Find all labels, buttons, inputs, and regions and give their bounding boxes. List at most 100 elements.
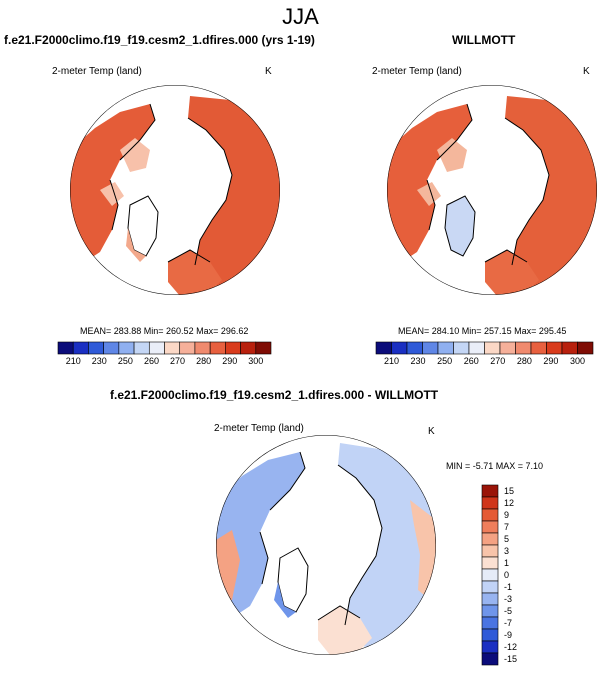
diff-colorbar-swatch bbox=[481, 604, 499, 618]
left-colorbar-swatch bbox=[179, 341, 196, 355]
diff-colorbar-swatch bbox=[481, 640, 499, 654]
diff-colorbar-tick-label: 12 bbox=[504, 498, 514, 508]
diff-colorbar-swatch bbox=[481, 508, 499, 522]
left-colorbar-swatch bbox=[133, 341, 150, 355]
right-colorbar-swatch bbox=[484, 341, 501, 355]
diff-colorbar-tick-label: -7 bbox=[504, 618, 512, 628]
diff-colorbar-tick-label: 1 bbox=[504, 558, 509, 568]
diff-colorbar-swatch bbox=[481, 556, 499, 570]
left-colorbar-tick-label: 210 bbox=[66, 356, 81, 366]
right-colorbar-swatch bbox=[499, 341, 516, 355]
diff-colorbar-swatch bbox=[481, 580, 499, 594]
left-colorbar-swatch bbox=[148, 341, 165, 355]
right-panel-header: WILLMOTT bbox=[452, 33, 516, 47]
right-colorbar: 210 230 250 260 270 280 290 300 bbox=[375, 341, 594, 366]
left-map-eurasia bbox=[188, 96, 280, 290]
right-colorbar-swatch bbox=[453, 341, 470, 355]
diff-colorbar-tick-label: -1 bbox=[504, 582, 512, 592]
right-panel-units: K bbox=[583, 66, 590, 77]
diff-map-europe bbox=[318, 606, 372, 655]
left-panel-units: K bbox=[265, 66, 272, 77]
diff-colorbar-tick-label: 0 bbox=[504, 570, 509, 580]
left-colorbar-tick-label: 290 bbox=[222, 356, 237, 366]
left-panel-header: f.e21.F2000climo.f19_f19.cesm2_1.dfires.… bbox=[4, 33, 315, 47]
diff-colorbar-swatch bbox=[481, 592, 499, 606]
right-colorbar-swatch bbox=[546, 341, 563, 355]
right-colorbar-tick-label: 300 bbox=[570, 356, 585, 366]
left-map-greenland-margin bbox=[126, 228, 146, 262]
right-colorbar-swatch bbox=[468, 341, 485, 355]
diff-panel-stats: MIN = -5.71 MAX = 7.10 bbox=[446, 461, 544, 471]
diff-colorbar-tick-label: 3 bbox=[504, 546, 509, 556]
diff-colorbar-tick-label: -5 bbox=[504, 606, 512, 616]
right-colorbar-tick-label: 250 bbox=[437, 356, 452, 366]
left-colorbar-tick-label: 260 bbox=[144, 356, 159, 366]
diff-map bbox=[216, 435, 436, 655]
right-panel-subtitle: 2-meter Temp (land) bbox=[372, 66, 462, 77]
right-colorbar-tick-label: 270 bbox=[490, 356, 505, 366]
right-colorbar-swatch bbox=[391, 341, 408, 355]
diff-colorbar-tick-label: -15 bbox=[504, 654, 517, 664]
right-colorbar-swatch bbox=[422, 341, 439, 355]
right-colorbar-tick-label: 280 bbox=[517, 356, 532, 366]
diff-colorbar-tick-label: 9 bbox=[504, 510, 509, 520]
diff-colorbar-tick-label: 5 bbox=[504, 534, 509, 544]
diff-map-coast bbox=[259, 451, 383, 626]
diff-map-greenland-margin bbox=[274, 582, 296, 618]
right-colorbar-swatch bbox=[375, 341, 392, 355]
diff-map-eurasia-warm bbox=[410, 500, 436, 600]
left-colorbar: 210 230 250 260 270 280 290 300 bbox=[57, 341, 272, 366]
right-map bbox=[387, 85, 597, 295]
left-colorbar-swatch bbox=[164, 341, 181, 355]
right-colorbar-tick-label: 230 bbox=[411, 356, 426, 366]
right-colorbar-swatch bbox=[437, 341, 454, 355]
left-colorbar-swatch bbox=[255, 341, 272, 355]
left-colorbar-tick-label: 300 bbox=[248, 356, 263, 366]
left-colorbar-tick-label: 280 bbox=[196, 356, 211, 366]
left-panel-subtitle: 2-meter Temp (land) bbox=[52, 66, 142, 77]
left-colorbar-swatch bbox=[225, 341, 241, 355]
diff-colorbar-tick-label: -12 bbox=[504, 642, 517, 652]
page-title: JJA bbox=[282, 4, 319, 29]
left-colorbar-swatch bbox=[57, 341, 74, 355]
diff-colorbar-tick-label: 15 bbox=[504, 486, 514, 496]
right-colorbar-swatch bbox=[406, 341, 423, 355]
diff-panel-subtitle: 2-meter Temp (land) bbox=[214, 423, 304, 434]
left-map-coast bbox=[109, 103, 233, 266]
right-colorbar-swatch bbox=[561, 341, 578, 355]
right-colorbar-tick-label: 210 bbox=[384, 356, 399, 366]
diff-colorbar-tick-label: -3 bbox=[504, 594, 512, 604]
diff-map-eurasia bbox=[338, 443, 436, 652]
left-colorbar-swatch bbox=[88, 341, 104, 355]
diff-panel-units: K bbox=[428, 426, 435, 437]
left-colorbar-swatch bbox=[194, 341, 211, 355]
right-colorbar-swatch bbox=[530, 341, 547, 355]
diff-colorbar: 15 12 9 7 5 3 1 0 -1 -3 -5 -7 -9 -12 -15 bbox=[481, 484, 517, 666]
diff-colorbar-swatch bbox=[481, 544, 499, 558]
diff-colorbar-tick-label: 7 bbox=[504, 522, 509, 532]
right-colorbar-swatch bbox=[515, 341, 532, 355]
diff-colorbar-tick-label: -9 bbox=[504, 630, 512, 640]
left-colorbar-swatch bbox=[240, 341, 257, 355]
diff-colorbar-swatch bbox=[481, 496, 499, 510]
left-colorbar-swatch bbox=[118, 341, 135, 355]
right-colorbar-swatch bbox=[577, 341, 594, 355]
diff-colorbar-swatch bbox=[481, 652, 499, 666]
left-colorbar-tick-label: 270 bbox=[170, 356, 185, 366]
left-colorbar-swatch bbox=[209, 341, 226, 355]
right-map-greenland bbox=[444, 195, 476, 257]
right-colorbar-tick-label: 290 bbox=[543, 356, 558, 366]
diff-panel-header: f.e21.F2000climo.f19_f19.cesm2_1.dfires.… bbox=[110, 388, 439, 402]
left-panel-stats: MEAN= 283.88 Min= 260.52 Max= 296.62 bbox=[80, 326, 249, 336]
left-colorbar-swatch bbox=[72, 341, 89, 355]
diff-colorbar-swatch bbox=[481, 568, 499, 582]
left-colorbar-tick-label: 250 bbox=[118, 356, 133, 366]
left-map bbox=[70, 85, 280, 295]
diff-colorbar-swatch bbox=[481, 532, 499, 546]
right-map-eurasia bbox=[505, 96, 597, 290]
diff-colorbar-swatch bbox=[481, 484, 499, 498]
right-panel-stats: MEAN= 284.10 Min= 257.15 Max= 295.45 bbox=[398, 326, 567, 336]
diff-colorbar-swatch bbox=[481, 616, 499, 630]
left-colorbar-tick-label: 230 bbox=[92, 356, 107, 366]
